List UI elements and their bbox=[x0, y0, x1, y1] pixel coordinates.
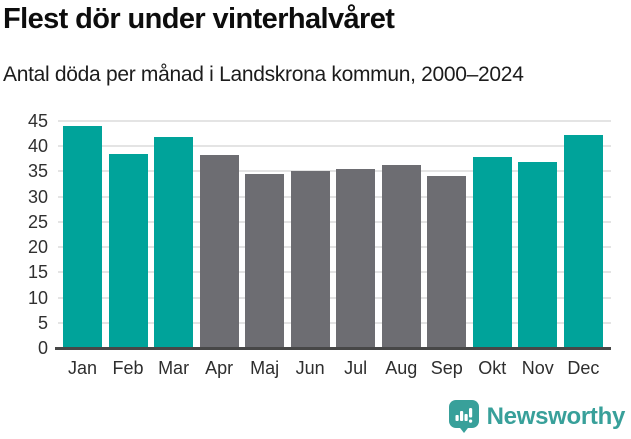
y-axis-label-15: 15 bbox=[27, 262, 48, 283]
y-axis-label-0: 0 bbox=[37, 338, 48, 358]
chart-subtitle: Antal döda per månad i Landskrona kommun… bbox=[3, 63, 524, 86]
x-axis-label-jul: Jul bbox=[344, 358, 368, 378]
bar-jun bbox=[290, 171, 330, 348]
x-axis-line bbox=[55, 347, 611, 350]
x-axis-label-maj: Maj bbox=[250, 358, 280, 378]
y-axis-label-45: 45 bbox=[27, 111, 48, 131]
bar-dec bbox=[563, 135, 603, 348]
gridline-30 bbox=[58, 195, 611, 198]
gridline-20 bbox=[58, 246, 611, 249]
bars-row bbox=[58, 121, 611, 348]
bar-jan bbox=[63, 126, 102, 348]
y-axis-label-30: 30 bbox=[27, 186, 48, 207]
x-axis-label-okt: Okt bbox=[478, 358, 507, 378]
bar-jul bbox=[336, 169, 376, 348]
x-axis-label-jan: Jan bbox=[67, 358, 98, 378]
y-axis-label-25: 25 bbox=[27, 211, 48, 232]
bar-mar bbox=[154, 136, 194, 348]
gridline-10 bbox=[58, 296, 611, 299]
newsworthy-logo-icon bbox=[448, 400, 479, 433]
bar-maj bbox=[245, 174, 285, 348]
x-axis-label-dec: Dec bbox=[567, 358, 600, 378]
bar-aug bbox=[381, 164, 421, 348]
x-axis-label-feb: Feb bbox=[112, 358, 144, 378]
x-axis-label-aug: Aug bbox=[385, 358, 418, 378]
gridline-15 bbox=[58, 271, 611, 274]
y-axis-label-5: 5 bbox=[37, 312, 48, 333]
x-axis-labels: Jan Feb Mar Apr Maj Jun Jul Aug Sep Okt Nov Dec bbox=[58, 358, 611, 379]
brand-footer: Newsworthy bbox=[448, 400, 626, 434]
brand-name: Newsworthy bbox=[486, 403, 626, 430]
y-axis-label-35: 35 bbox=[27, 161, 48, 182]
x-axis-label-apr: Apr bbox=[205, 358, 234, 378]
x-axis-label-jun: Jun bbox=[295, 358, 325, 378]
gridline-40 bbox=[58, 145, 611, 148]
bar-sep bbox=[427, 176, 467, 348]
x-axis-label-mar: Mar bbox=[158, 358, 190, 378]
gridline-45 bbox=[58, 120, 611, 122]
x-axis-label-nov: Nov bbox=[521, 358, 554, 378]
y-axis-label-10: 10 bbox=[27, 287, 48, 308]
chart-title: Flest dör under vinterhalvåret bbox=[3, 3, 395, 35]
bar-feb bbox=[108, 154, 148, 348]
bar-apr bbox=[199, 155, 239, 348]
y-axis-label-40: 40 bbox=[27, 136, 48, 157]
y-axis-label-20: 20 bbox=[27, 237, 48, 258]
bar-chart: 0 5 10 15 20 25 30 35 40 45 Jan Feb Mar Apr Maj Jun Jul… bbox=[0, 111, 631, 383]
plot-area bbox=[55, 120, 611, 350]
x-axis-label-sep: Sep bbox=[430, 358, 463, 378]
gridline-25 bbox=[58, 220, 611, 223]
gridline-5 bbox=[58, 321, 611, 324]
gridline-35 bbox=[58, 170, 611, 173]
bar-okt bbox=[472, 156, 512, 348]
bar-nov bbox=[518, 162, 558, 348]
